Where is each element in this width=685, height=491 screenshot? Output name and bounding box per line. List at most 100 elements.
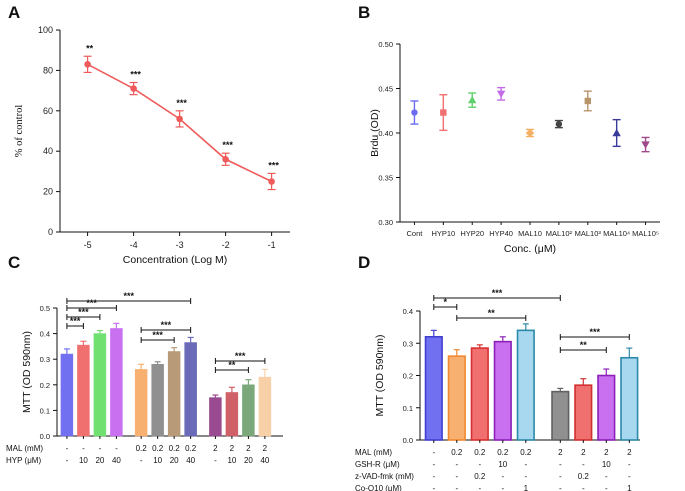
condition-value: 2 bbox=[246, 444, 251, 453]
bar bbox=[493, 340, 512, 441]
condition-value: 0.2 bbox=[520, 448, 532, 457]
bar bbox=[184, 342, 197, 437]
condition-value: - bbox=[99, 444, 102, 453]
condition-value: 0.2 bbox=[497, 448, 509, 457]
condition-value: 2 bbox=[627, 448, 632, 457]
y-tick-label: 80 bbox=[43, 65, 53, 75]
significance-label: *** bbox=[86, 298, 97, 308]
y-tick-label: 0.30 bbox=[378, 218, 393, 227]
data-point bbox=[555, 120, 563, 128]
bar bbox=[470, 347, 489, 441]
condition-value: 0.2 bbox=[136, 444, 148, 453]
condition-value: 1 bbox=[627, 484, 632, 491]
bar bbox=[597, 374, 616, 441]
condition-value: 10 bbox=[602, 460, 611, 469]
significance-label: ** bbox=[228, 360, 236, 370]
data-point bbox=[496, 90, 506, 99]
x-tick-label: Cont bbox=[407, 229, 424, 238]
significance-label: * bbox=[444, 297, 448, 307]
bar bbox=[225, 392, 239, 437]
condition-value: - bbox=[582, 460, 585, 469]
panel-a-letter: A bbox=[8, 3, 20, 22]
chart-b: 0.30 0.35 0.40 0.45 0.50 Cont HYP10 HYP20 HYP40 M… bbox=[369, 40, 660, 255]
condition-value: - bbox=[455, 484, 458, 491]
condition-value: - bbox=[432, 448, 435, 457]
y-tick-label: 100 bbox=[38, 25, 53, 35]
condition-value: 20 bbox=[170, 456, 179, 465]
data-point bbox=[612, 128, 621, 137]
condition-value: - bbox=[478, 460, 481, 469]
bar bbox=[424, 335, 443, 441]
data-point bbox=[222, 155, 229, 163]
condition-value: - bbox=[140, 456, 143, 465]
bar bbox=[77, 344, 90, 437]
bar bbox=[447, 355, 466, 441]
y-tick-label: 0.50 bbox=[378, 40, 393, 49]
bar bbox=[151, 364, 164, 437]
y-tick-label: 0.3 bbox=[403, 339, 413, 348]
condition-value: - bbox=[605, 484, 608, 491]
y-tick-label: 0.35 bbox=[378, 174, 393, 183]
condition-value: 0.2 bbox=[451, 448, 463, 457]
bar bbox=[60, 353, 74, 437]
x-tick-label: HYP10 bbox=[431, 229, 455, 238]
condition-row-label: HYP (μM) bbox=[6, 456, 41, 465]
y-tick-label: 0.0 bbox=[40, 432, 50, 441]
x-tick-label: MAL10⁴ bbox=[603, 229, 630, 238]
x-tick-label: MAL10⁵ bbox=[632, 229, 659, 238]
condition-value: 2 bbox=[604, 448, 609, 457]
bar bbox=[620, 356, 639, 441]
data-point bbox=[468, 95, 477, 104]
y-tick-label: 60 bbox=[43, 106, 53, 116]
x-axis-title: Conc. (μM) bbox=[504, 243, 556, 255]
x-tick-label: -4 bbox=[130, 240, 138, 250]
significance-label: *** bbox=[492, 288, 503, 298]
condition-value: - bbox=[559, 484, 562, 491]
condition-value: 10 bbox=[153, 456, 162, 465]
chart-d: 0.0 0.1 0.2 0.3 0.4 MTT (OD 590nm) MAL (mM) - 0.… bbox=[355, 288, 640, 491]
data-point bbox=[440, 109, 447, 116]
condition-value: 2 bbox=[263, 444, 268, 453]
condition-value: - bbox=[524, 472, 527, 481]
condition-value: - bbox=[432, 472, 435, 481]
condition-value: 20 bbox=[95, 456, 104, 465]
condition-value: 2 bbox=[558, 448, 563, 457]
condition-value: - bbox=[501, 472, 504, 481]
y-tick-label: 40 bbox=[43, 146, 53, 156]
y-tick-label: 0.2 bbox=[40, 381, 50, 390]
data-point bbox=[641, 141, 650, 149]
condition-value: 40 bbox=[112, 456, 121, 465]
data-point bbox=[130, 85, 137, 92]
bar bbox=[516, 329, 535, 441]
condition-value: 2 bbox=[230, 444, 235, 453]
y-tick-label: 0 bbox=[48, 227, 53, 237]
data-point bbox=[584, 97, 591, 105]
condition-value: - bbox=[501, 484, 504, 491]
significance-label: *** bbox=[124, 291, 135, 301]
condition-value: - bbox=[455, 460, 458, 469]
chart-c: 0.0 0.1 0.2 0.3 0.4 0.5 MTT (OD 590nm) MAL (mM)… bbox=[6, 291, 283, 465]
x-axis-title: Concentration (Log M) bbox=[123, 254, 227, 266]
significance-label: ** bbox=[86, 43, 94, 53]
x-tick-label: -1 bbox=[268, 240, 276, 250]
y-tick-label: 0.1 bbox=[40, 406, 50, 415]
condition-value: 0.2 bbox=[474, 448, 486, 457]
bar bbox=[574, 384, 593, 441]
condition-row-label: MAL (mM) bbox=[355, 448, 392, 457]
condition-value: 0.2 bbox=[152, 444, 164, 453]
condition-value: - bbox=[82, 444, 85, 453]
x-tick-label: MAL10³ bbox=[575, 229, 602, 238]
condition-value: - bbox=[66, 456, 69, 465]
significance-label: ** bbox=[488, 308, 496, 318]
significance-label: *** bbox=[590, 327, 601, 337]
condition-row-label: GSH-R (μM) bbox=[355, 460, 400, 469]
condition-value: - bbox=[582, 484, 585, 491]
condition-value: 2 bbox=[581, 448, 586, 457]
x-tick-label: MAL10² bbox=[546, 229, 573, 238]
significance-label: *** bbox=[161, 320, 172, 330]
condition-row-label: MAL (mM) bbox=[6, 444, 43, 453]
condition-value: - bbox=[605, 472, 608, 481]
significance-label: ** bbox=[580, 340, 588, 350]
y-axis-title: Brdu (OD) bbox=[369, 109, 381, 157]
